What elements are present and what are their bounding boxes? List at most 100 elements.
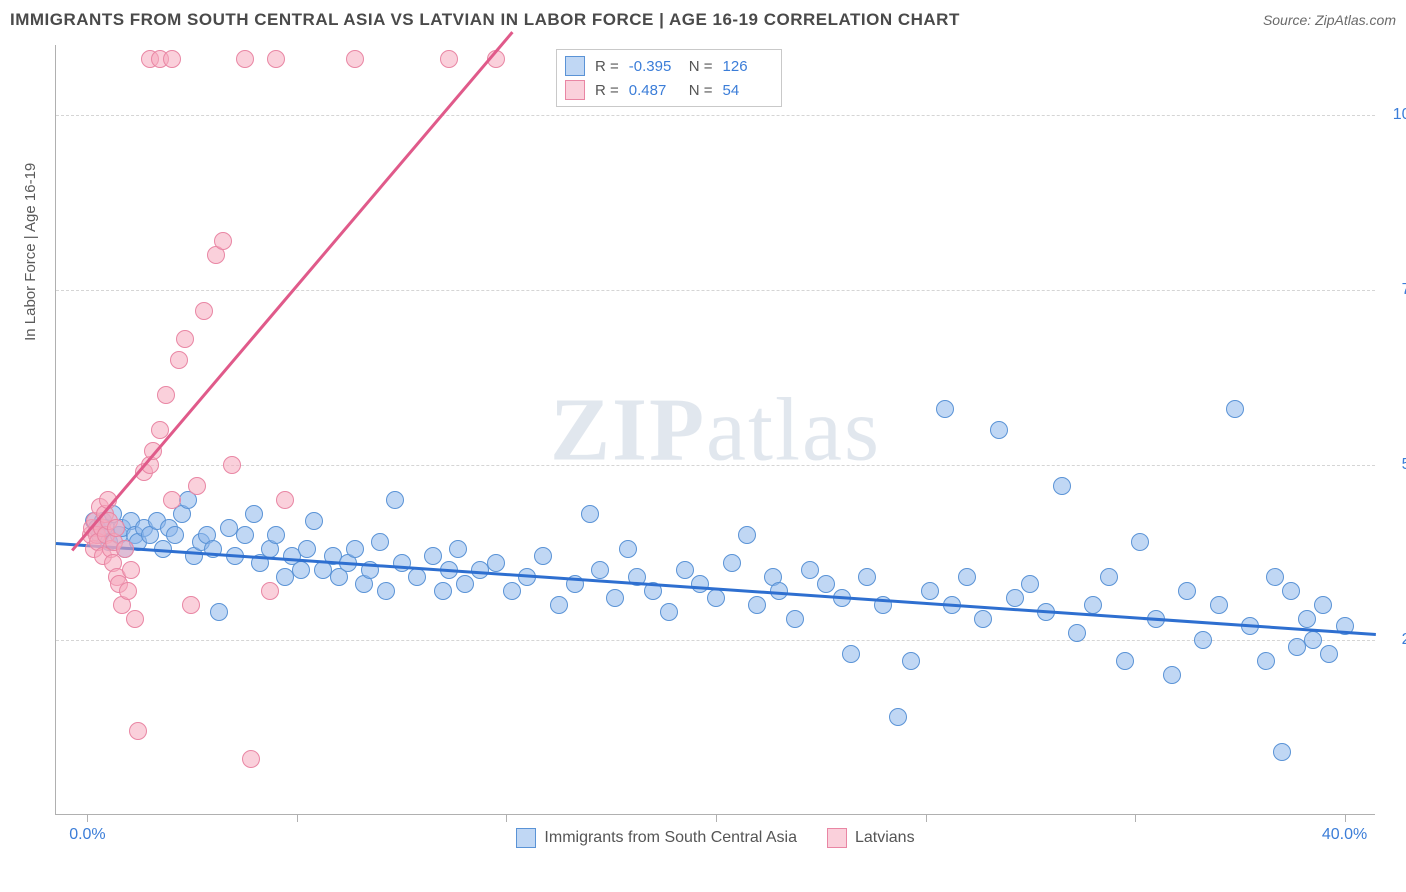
data-point (858, 568, 876, 586)
data-point (377, 582, 395, 600)
data-point (902, 652, 920, 670)
data-point (163, 491, 181, 509)
data-point (1226, 400, 1244, 418)
x-tick-label: 40.0% (1322, 826, 1367, 844)
data-point (267, 50, 285, 68)
data-point (1257, 652, 1275, 670)
stat-row: R =0.487N =54 (565, 78, 773, 102)
data-point (298, 540, 316, 558)
swatch-blue (516, 828, 536, 848)
data-point (440, 50, 458, 68)
data-point (801, 561, 819, 579)
data-point (195, 302, 213, 320)
swatch-blue (565, 56, 585, 76)
data-point (738, 526, 756, 544)
scatter-plot-area: ZIPatlas R =-0.395N =126R =0.487N =54 Im… (55, 45, 1375, 815)
data-point (676, 561, 694, 579)
data-point (261, 582, 279, 600)
data-point (534, 547, 552, 565)
y-axis-title: In Labor Force | Age 16-19 (22, 163, 39, 341)
data-point (267, 526, 285, 544)
r-value: -0.395 (629, 58, 679, 75)
data-point (1116, 652, 1134, 670)
gridline-horizontal (56, 115, 1375, 116)
data-point (236, 526, 254, 544)
n-value: 54 (723, 82, 773, 99)
chart-title: IMMIGRANTS FROM SOUTH CENTRAL ASIA VS LA… (10, 10, 960, 30)
data-point (606, 589, 624, 607)
y-tick-label: 25.0% (1387, 631, 1406, 649)
legend: Immigrants from South Central Asia Latvia… (56, 828, 1375, 848)
n-label: N = (689, 82, 713, 99)
data-point (889, 708, 907, 726)
data-point (126, 610, 144, 628)
data-point (163, 50, 181, 68)
data-point (434, 582, 452, 600)
data-point (660, 603, 678, 621)
data-point (550, 596, 568, 614)
swatch-pink (827, 828, 847, 848)
x-tick (1345, 814, 1346, 822)
data-point (691, 575, 709, 593)
y-tick-label: 75.0% (1387, 281, 1406, 299)
title-bar: IMMIGRANTS FROM SOUTH CENTRAL ASIA VS LA… (10, 10, 1396, 30)
data-point (424, 547, 442, 565)
data-point (1304, 631, 1322, 649)
data-point (487, 554, 505, 572)
x-tick (926, 814, 927, 822)
data-point (990, 421, 1008, 439)
x-tick-label: 0.0% (69, 826, 105, 844)
data-point (456, 575, 474, 593)
data-point (1282, 582, 1300, 600)
data-point (842, 645, 860, 663)
data-point (1021, 575, 1039, 593)
data-point (1178, 582, 1196, 600)
data-point (1068, 624, 1086, 642)
data-point (1006, 589, 1024, 607)
data-point (936, 400, 954, 418)
data-point (921, 582, 939, 600)
correlation-stats-box: R =-0.395N =126R =0.487N =54 (556, 49, 782, 107)
n-label: N = (689, 58, 713, 75)
gridline-horizontal (56, 465, 1375, 466)
data-point (166, 526, 184, 544)
data-point (1053, 477, 1071, 495)
data-point (346, 50, 364, 68)
r-label: R = (595, 58, 619, 75)
data-point (292, 561, 310, 579)
data-point (182, 596, 200, 614)
data-point (748, 596, 766, 614)
data-point (245, 505, 263, 523)
gridline-horizontal (56, 640, 1375, 641)
data-point (723, 554, 741, 572)
data-point (1084, 596, 1102, 614)
data-point (119, 582, 137, 600)
r-value: 0.487 (629, 82, 679, 99)
data-point (188, 477, 206, 495)
data-point (236, 50, 254, 68)
data-point (1163, 666, 1181, 684)
data-point (129, 722, 147, 740)
data-point (346, 540, 364, 558)
legend-item: Immigrants from South Central Asia (516, 828, 797, 848)
data-point (393, 554, 411, 572)
x-tick (716, 814, 717, 822)
data-point (1320, 645, 1338, 663)
stat-row: R =-0.395N =126 (565, 54, 773, 78)
data-point (386, 491, 404, 509)
data-point (116, 540, 134, 558)
data-point (1314, 596, 1332, 614)
data-point (1194, 631, 1212, 649)
data-point (1100, 568, 1118, 586)
legend-item: Latvians (827, 828, 915, 848)
data-point (449, 540, 467, 558)
data-point (958, 568, 976, 586)
data-point (223, 456, 241, 474)
data-point (1273, 743, 1291, 761)
data-point (305, 512, 323, 530)
data-point (707, 589, 725, 607)
data-point (176, 330, 194, 348)
data-point (242, 750, 260, 768)
data-point (817, 575, 835, 593)
data-point (157, 386, 175, 404)
